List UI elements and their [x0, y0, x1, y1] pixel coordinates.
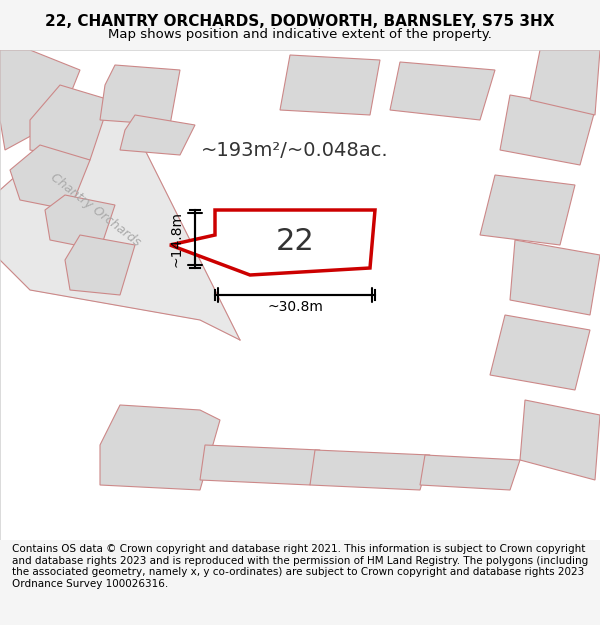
- Text: Contains OS data © Crown copyright and database right 2021. This information is : Contains OS data © Crown copyright and d…: [12, 544, 588, 589]
- Polygon shape: [490, 315, 590, 390]
- Text: Chantry Orchards: Chantry Orchards: [47, 171, 142, 249]
- Polygon shape: [100, 405, 220, 490]
- Polygon shape: [120, 115, 195, 155]
- Polygon shape: [480, 175, 575, 245]
- Text: 22, CHANTRY ORCHARDS, DODWORTH, BARNSLEY, S75 3HX: 22, CHANTRY ORCHARDS, DODWORTH, BARNSLEY…: [45, 14, 555, 29]
- Polygon shape: [10, 145, 90, 210]
- Polygon shape: [530, 50, 600, 115]
- Polygon shape: [100, 65, 180, 125]
- Polygon shape: [65, 235, 135, 295]
- Polygon shape: [310, 450, 430, 490]
- Polygon shape: [510, 240, 600, 315]
- Polygon shape: [520, 400, 600, 480]
- Text: ~30.8m: ~30.8m: [267, 300, 323, 314]
- Polygon shape: [500, 95, 595, 165]
- Polygon shape: [170, 210, 375, 275]
- Polygon shape: [280, 55, 380, 115]
- Text: Map shows position and indicative extent of the property.: Map shows position and indicative extent…: [108, 28, 492, 41]
- Polygon shape: [45, 195, 115, 250]
- Text: ~14.8m: ~14.8m: [170, 211, 184, 267]
- Polygon shape: [30, 85, 110, 160]
- Text: 22: 22: [275, 228, 314, 256]
- Polygon shape: [390, 62, 495, 120]
- Polygon shape: [0, 50, 80, 150]
- Polygon shape: [420, 455, 520, 490]
- Text: ~193m²/~0.048ac.: ~193m²/~0.048ac.: [201, 141, 389, 159]
- Polygon shape: [200, 445, 320, 485]
- Polygon shape: [0, 110, 240, 340]
